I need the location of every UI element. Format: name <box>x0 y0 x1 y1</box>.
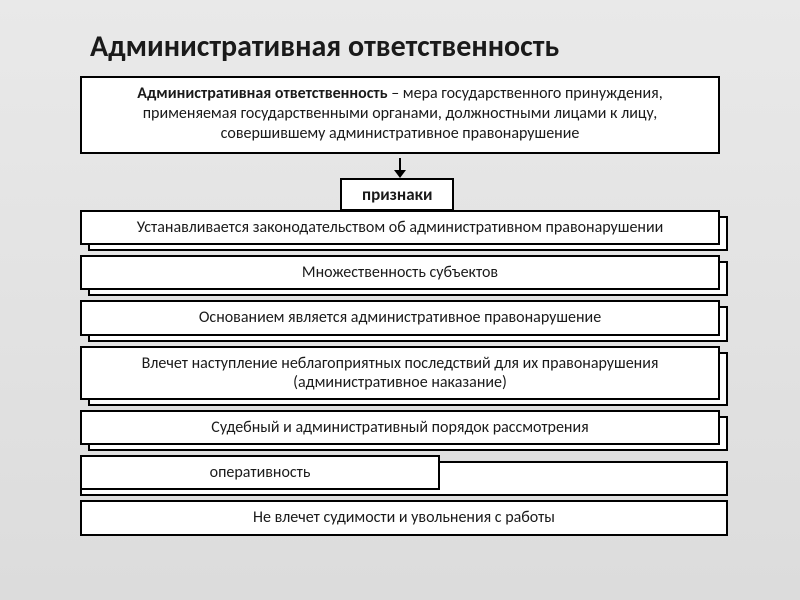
feature-text: оперативность <box>80 455 440 490</box>
feature-row: Множественность субъектов <box>80 255 720 290</box>
arrow-down-icon <box>398 158 402 178</box>
feature-row: Не влечет судимости и увольнения с работ… <box>80 500 720 535</box>
definition-term: Административная ответственность <box>137 84 387 103</box>
feature-row: Устанавливается законодательством об адм… <box>80 210 720 245</box>
page-title: Административная ответственность <box>90 28 559 65</box>
feature-text: Судебный и административный порядок расс… <box>80 410 720 445</box>
features-stack: Устанавливается законодательством об адм… <box>80 210 720 536</box>
definition-box: Административная ответственность – мера … <box>80 76 720 154</box>
feature-row: Влечет наступление неблагоприятных после… <box>80 346 720 400</box>
feature-row: оперативность <box>80 455 720 490</box>
feature-row: Основанием является административное пра… <box>80 300 720 335</box>
feature-text: Влечет наступление неблагоприятных после… <box>80 346 720 400</box>
feature-text: Множественность субъектов <box>80 255 720 290</box>
feature-text: Устанавливается законодательством об адм… <box>80 210 720 245</box>
feature-text: Основанием является административное пра… <box>80 300 720 335</box>
features-label: признаки <box>340 178 454 211</box>
feature-row: Судебный и административный порядок расс… <box>80 410 720 445</box>
feature-text: Не влечет судимости и увольнения с работ… <box>80 500 728 535</box>
